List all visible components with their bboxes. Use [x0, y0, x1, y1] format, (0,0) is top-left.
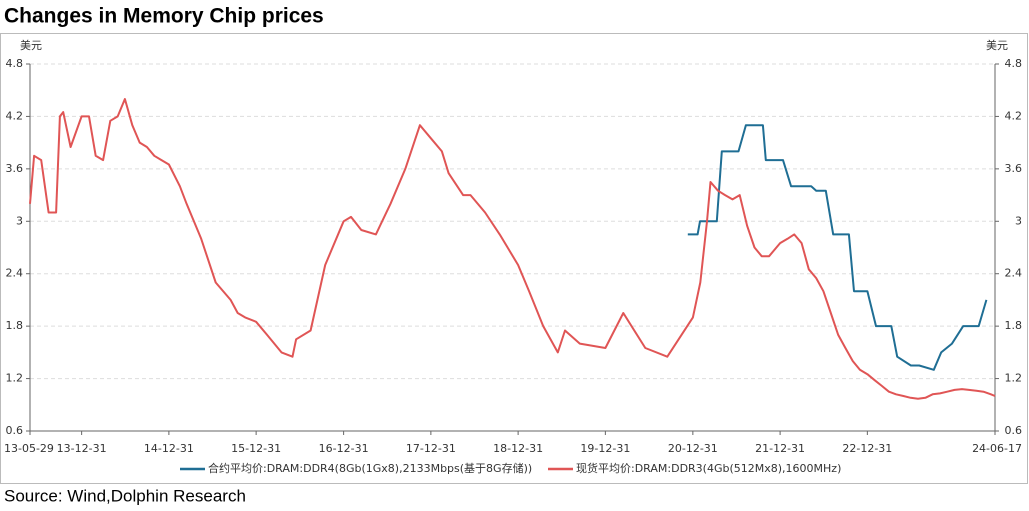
x-tick-label: 21-12-31: [755, 442, 805, 455]
source: Source: Wind,Dolphin Research: [4, 486, 246, 505]
x-tick-label: 22-12-31: [842, 442, 892, 455]
x-tick-label: 15-12-31: [231, 442, 281, 455]
y2-tick-label: 4.8: [1005, 57, 1023, 70]
y-tick-label: 4.8: [6, 57, 24, 70]
y-axis-unit: 美元: [20, 39, 42, 52]
y2-tick-label: 4.2: [1005, 109, 1023, 122]
y-tick-label: 4.2: [6, 109, 24, 122]
y2-tick-label: 0.6: [1005, 424, 1023, 437]
line-series: [687, 124, 988, 371]
line-series: [29, 98, 996, 400]
x-tick-label: 18-12-31: [493, 442, 543, 455]
y-tick-label: 0.6: [6, 424, 24, 437]
y-tick-label: 3: [16, 214, 23, 227]
y-tick-label: 3.6: [6, 162, 24, 175]
y2-tick-label: 1.2: [1005, 372, 1023, 385]
x-tick-label: 24-06-17: [972, 442, 1022, 455]
chart-title: Changes in Memory Chip prices: [4, 5, 324, 28]
x-tick-label: 13-05-29: [4, 442, 54, 455]
x-tick-label: 13-12-31: [57, 442, 107, 455]
y-tick-label: 1.2: [6, 372, 24, 385]
y2-tick-label: 3.6: [1005, 162, 1023, 175]
x-tick-label: 20-12-31: [668, 442, 718, 455]
x-tick-label: 14-12-31: [144, 442, 194, 455]
legend-label: 合约平均价:DRAM:DDR4(8Gb(1Gx8),2133Mbps(基于8G存…: [208, 461, 532, 475]
y-tick-label: 2.4: [6, 267, 24, 280]
x-tick-label: 19-12-31: [580, 442, 630, 455]
y2-tick-label: 1.8: [1005, 319, 1023, 332]
x-tick-label: 16-12-31: [319, 442, 369, 455]
y2-axis-unit: 美元: [986, 39, 1008, 52]
x-tick-label: 17-12-31: [406, 442, 456, 455]
chart-frame: [0, 33, 1028, 484]
y2-tick-label: 3: [1015, 214, 1022, 227]
legend-label: 现货平均价:DRAM:DDR3(4Gb(512Mx8),1600MHz): [576, 461, 841, 475]
y2-tick-label: 2.4: [1005, 267, 1023, 280]
y-tick-label: 1.8: [6, 319, 24, 332]
